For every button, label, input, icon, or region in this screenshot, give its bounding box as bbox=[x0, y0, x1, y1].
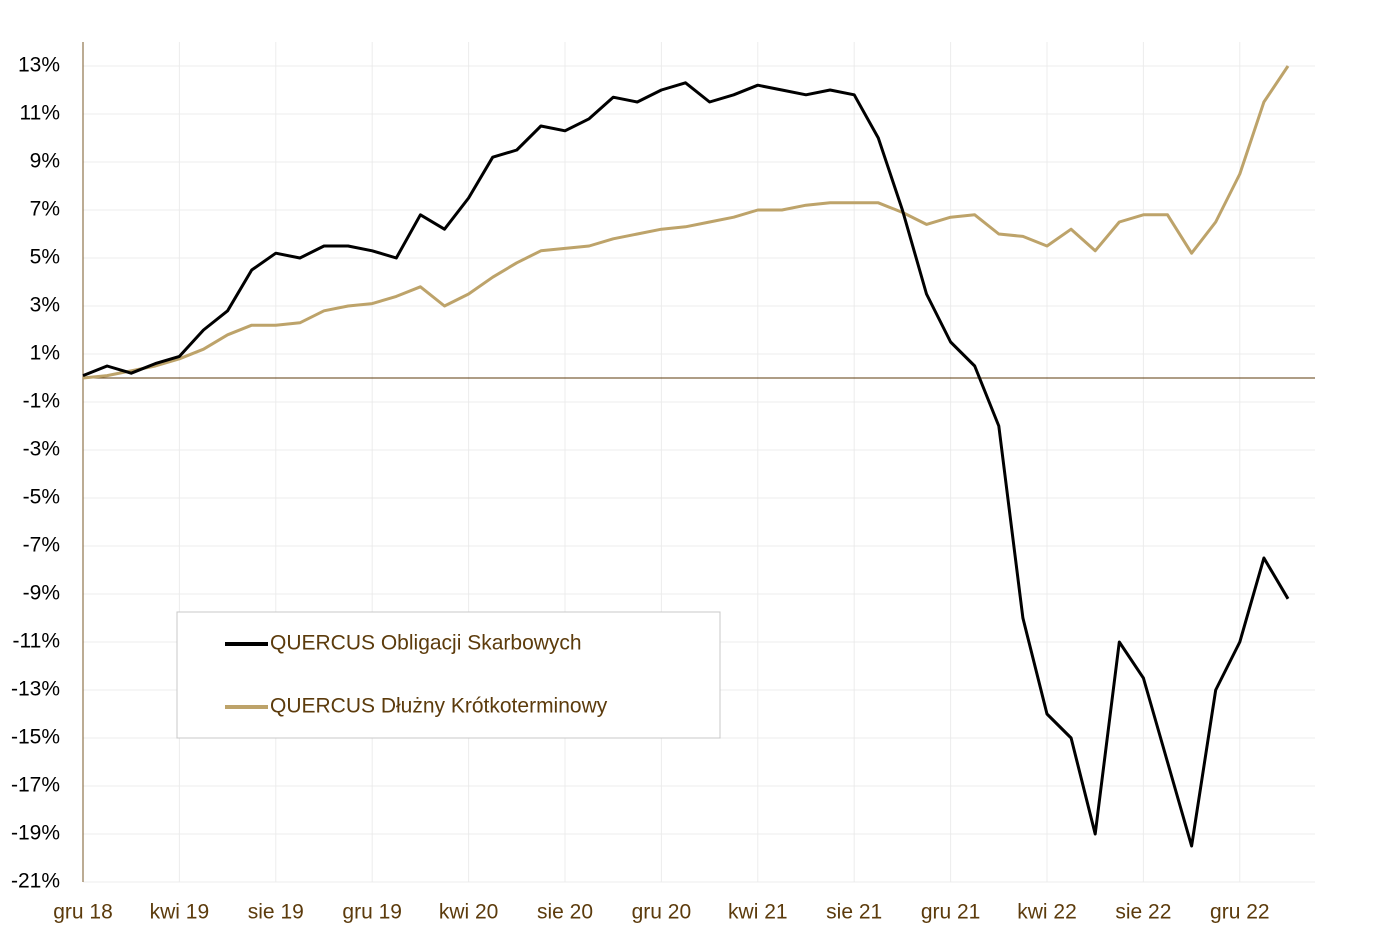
legend-label: QUERCUS Obligacji Skarbowych bbox=[270, 632, 582, 655]
series-line bbox=[82, 81, 1290, 848]
y-tick-label: 1% bbox=[30, 342, 60, 365]
x-tick-label: kwi 21 bbox=[728, 901, 788, 924]
x-tick-label: gru 20 bbox=[632, 901, 692, 924]
x-tick-label: gru 21 bbox=[921, 901, 981, 924]
y-tick-label: 13% bbox=[18, 54, 60, 77]
x-tick-label: sie 21 bbox=[826, 901, 882, 924]
x-tick-label: gru 18 bbox=[53, 901, 113, 924]
y-tick-label: 9% bbox=[30, 150, 60, 173]
x-tick-label: sie 20 bbox=[537, 901, 593, 924]
y-tick-label: -13% bbox=[11, 678, 60, 701]
legend-label: QUERCUS Dłużny Krótkoterminowy bbox=[270, 695, 608, 718]
y-tick-label: 3% bbox=[30, 294, 60, 317]
y-tick-label: 5% bbox=[30, 246, 60, 269]
y-tick-label: 7% bbox=[30, 198, 60, 221]
legend-box bbox=[176, 611, 721, 739]
x-tick-label: gru 22 bbox=[1210, 901, 1270, 924]
legend: QUERCUS Obligacji Skarbowych QUERCUS Dłuż… bbox=[176, 611, 721, 739]
x-tick-label: gru 19 bbox=[342, 901, 402, 924]
y-tick-label: -15% bbox=[11, 726, 60, 749]
y-tick-label: -9% bbox=[23, 582, 60, 605]
y-tick-label: -7% bbox=[23, 534, 60, 557]
y-tick-label: -3% bbox=[23, 438, 60, 461]
series-line bbox=[82, 65, 1290, 380]
x-tick-label: kwi 20 bbox=[439, 901, 499, 924]
x-tick-label: sie 22 bbox=[1115, 901, 1171, 924]
y-tick-label: -17% bbox=[11, 774, 60, 797]
x-tick-label: kwi 22 bbox=[1017, 901, 1077, 924]
x-tick-label: sie 19 bbox=[248, 901, 304, 924]
y-tick-label: -1% bbox=[23, 390, 60, 413]
y-tick-label: -19% bbox=[11, 822, 60, 845]
y-tick-label: 11% bbox=[20, 102, 60, 125]
y-tick-label: -21% bbox=[11, 870, 60, 893]
y-tick-label: -11% bbox=[13, 630, 60, 653]
x-tick-label: kwi 19 bbox=[150, 901, 210, 924]
y-tick-label: -5% bbox=[23, 486, 60, 509]
